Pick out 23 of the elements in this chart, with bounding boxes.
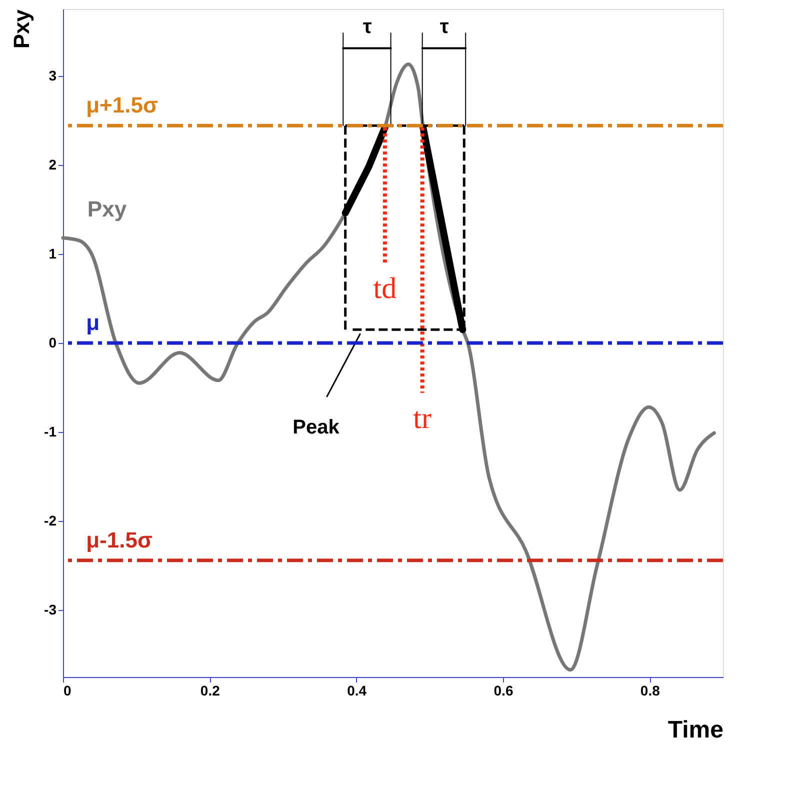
ref-line-label: μ+1.5σ (86, 92, 158, 118)
annotation: Pxy (87, 196, 128, 222)
annotation: tr (413, 402, 432, 435)
annotation: τ (440, 16, 449, 38)
x-axis-title: Time (668, 716, 724, 744)
annotation: τ (362, 16, 372, 38)
annotation: Peak (292, 416, 340, 439)
x-tick-label: 0.2 (200, 682, 220, 698)
x-tick-label: 0.8 (640, 682, 660, 698)
ref-line-label: μ-1.5σ (86, 527, 153, 552)
annotation: td (373, 272, 397, 305)
y-axis-title: Pxy (9, 8, 34, 49)
y-tick-label: -3 (44, 602, 57, 618)
y-tick-label: -2 (44, 512, 57, 529)
x-tick-label: 0.6 (494, 682, 514, 698)
ref-line-label: μ (86, 310, 100, 335)
y-tick-label: 0 (48, 334, 57, 350)
x-tick-label: 0.4 (347, 682, 367, 698)
y-tick-label: -1 (44, 424, 57, 440)
x-tick-label: 0 (64, 682, 72, 698)
y-tick-label: 2 (48, 156, 57, 172)
y-tick-label: 3 (48, 67, 57, 84)
y-tick-label: 1 (48, 245, 57, 262)
